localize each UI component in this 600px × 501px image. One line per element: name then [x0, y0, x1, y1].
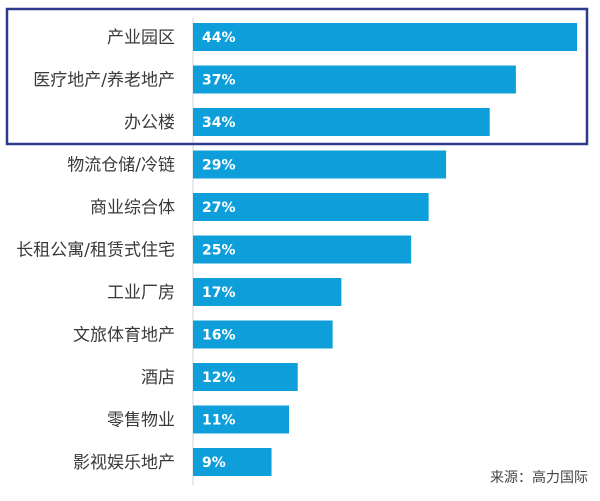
bars-group: 44% 37% 34% 29% 27% 25% 17% 16% 12% 11% 9% [193, 23, 577, 476]
bar [193, 193, 429, 221]
bar [193, 278, 342, 306]
category-label: 办公楼 [124, 113, 175, 133]
category-label: 影视娱乐地产 [73, 453, 175, 473]
value-label: 34% [202, 115, 236, 131]
value-label: 11% [202, 413, 236, 429]
value-label: 9% [202, 455, 226, 471]
value-label: 12% [202, 370, 236, 386]
bar [193, 235, 412, 264]
bar [193, 23, 577, 51]
bar [193, 108, 490, 136]
category-label: 长租公寓/租赁式住宅 [16, 241, 175, 261]
value-label: 25% [202, 243, 236, 259]
category-label: 零售物业 [107, 411, 175, 431]
bar [193, 363, 298, 391]
source-note: 来源：高力国际 [490, 470, 588, 486]
value-label: 16% [202, 328, 236, 344]
bar [193, 150, 447, 179]
bar [193, 405, 289, 434]
category-label: 工业厂房 [107, 283, 175, 303]
bar [193, 448, 272, 476]
category-label: 产业园区 [107, 28, 175, 48]
category-label: 医疗地产/养老地产 [33, 71, 175, 91]
value-label: 27% [202, 200, 236, 216]
category-label: 商业综合体 [90, 198, 175, 218]
bar [193, 320, 333, 349]
category-label: 物流仓储/冷链 [67, 156, 175, 176]
bar [193, 65, 516, 94]
highlight-box [5, 7, 589, 146]
value-label: 17% [202, 285, 236, 301]
category-label: 文旅体育地产 [73, 326, 175, 346]
category-label: 酒店 [141, 368, 175, 388]
value-label: 37% [202, 73, 236, 89]
category-labels-group: 产业园区医疗地产/养老地产办公楼物流仓储/冷链商业综合体长租公寓/租赁式住宅工业… [16, 28, 175, 473]
value-label: 29% [202, 158, 236, 174]
value-label: 44% [202, 30, 236, 46]
